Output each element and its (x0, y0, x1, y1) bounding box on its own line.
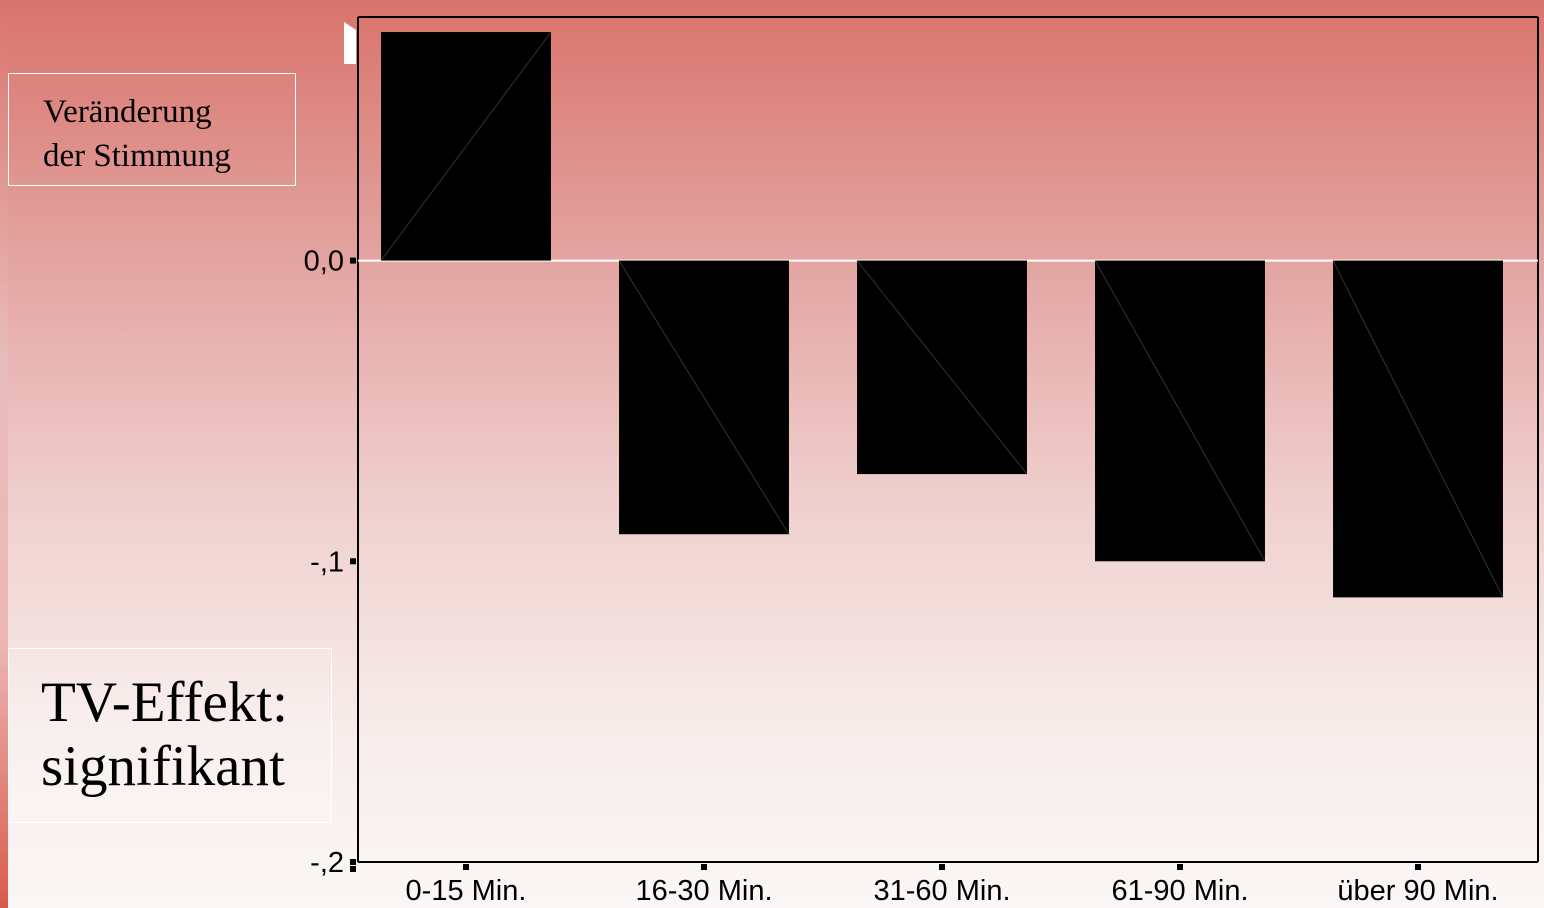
x-tick-mark-5 (1415, 864, 1421, 870)
bar-diagonal-1 (380, 31, 552, 261)
y-tick-label-3: -,1 (310, 546, 344, 578)
x-tick-mark-2 (701, 864, 707, 870)
x-tick-mark-1 (463, 864, 469, 870)
axis-tab (344, 22, 356, 64)
significance-note-line-1: TV-Effekt: (41, 671, 288, 734)
x-origin-mark (350, 866, 356, 872)
x-tick-label-2: 16-30 Min. (635, 875, 772, 907)
x-tick-label-5: über 90 Min. (1337, 875, 1498, 907)
x-tick-label-1: 0-15 Min. (406, 875, 527, 907)
x-tick-label-4: 61-90 Min. (1111, 875, 1248, 907)
bars (380, 31, 1504, 598)
bar-diagonal-5 (1332, 260, 1504, 598)
x-tick-mark-3 (939, 864, 945, 870)
y-axis-label: Veränderung der Stimmung (8, 73, 296, 186)
y-axis-label-line-2: der Stimmung (43, 138, 231, 174)
bar-diagonal-2 (618, 260, 790, 535)
significance-note: TV-Effekt: signifikant (8, 648, 332, 823)
y-axis: ,10,0-,1-,2 (304, 246, 356, 879)
x-tick-mark-4 (1177, 864, 1183, 870)
y-tick-mark-2 (350, 257, 356, 264)
left-accent-strip (0, 0, 8, 908)
bar-diagonal-4 (1094, 260, 1266, 562)
y-axis-label-line-1: Veränderung (43, 94, 212, 130)
bar-diagonal-3 (856, 260, 1028, 475)
significance-note-line-2: signifikant (41, 735, 285, 798)
y-tick-mark-3 (350, 558, 356, 565)
y-tick-label-4: -,2 (310, 847, 344, 879)
x-axis: 0-15 Min. 16-30 Min. 31-60 Min. 61-90 Min. ü… (350, 864, 1499, 907)
y-tick-label-2: 0,0 (304, 246, 344, 278)
y-tick-mark-4 (350, 859, 356, 865)
x-tick-label-3: 31-60 Min. (873, 875, 1010, 907)
